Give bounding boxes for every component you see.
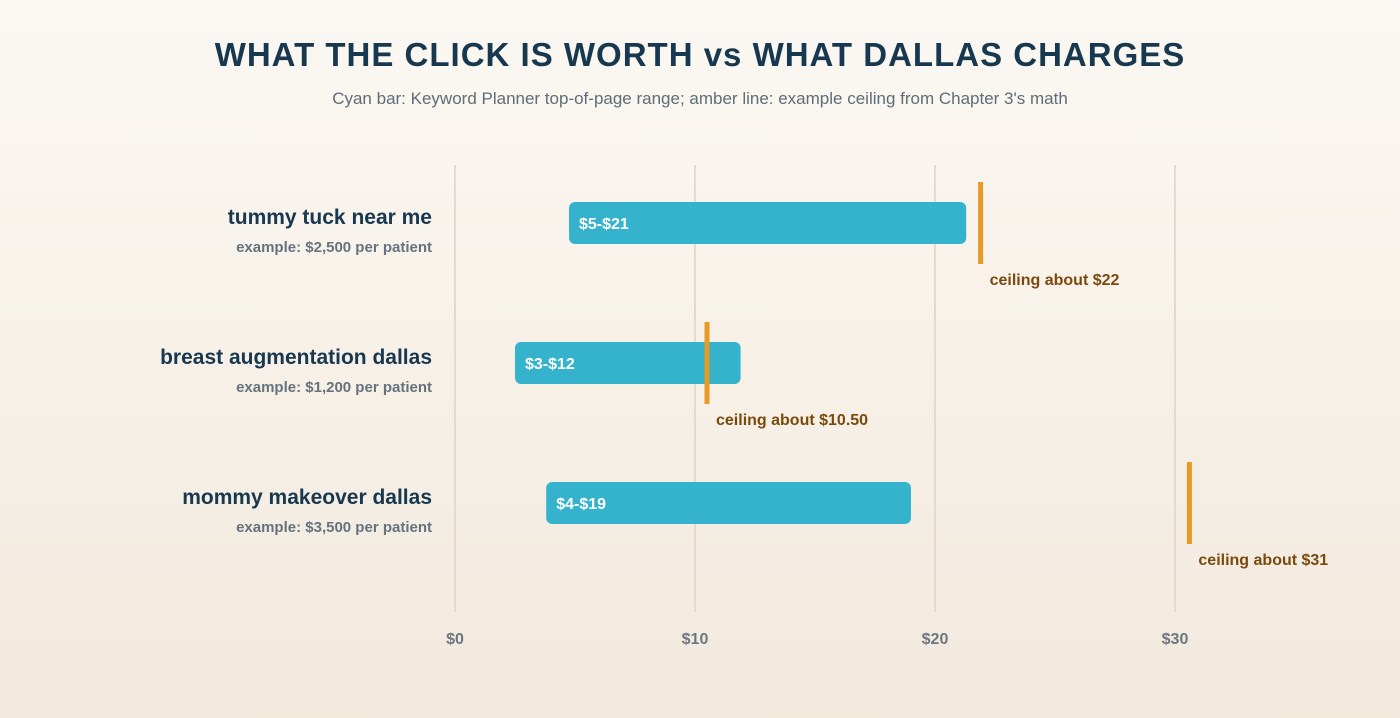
row-example-label: example: $2,500 per patient — [236, 239, 432, 256]
row-example-label: example: $3,500 per patient — [236, 519, 432, 536]
ceiling-label: ceiling about $31 — [1198, 552, 1328, 569]
ceiling-label: ceiling about $22 — [990, 272, 1120, 289]
range-bar-label: $4-$19 — [556, 496, 606, 513]
x-tick-label: $0 — [446, 631, 464, 648]
x-tick-label: $20 — [922, 631, 949, 648]
chart-subtitle: Cyan bar: Keyword Planner top-of-page ra… — [332, 89, 1068, 108]
chart-title: WHAT THE CLICK IS WORTH vs WHAT DALLAS C… — [214, 36, 1186, 73]
row-keyword-label: mommy makeover dallas — [182, 486, 432, 509]
x-tick-label: $30 — [1162, 631, 1189, 648]
range-bar — [569, 202, 967, 244]
row-keyword-label: tummy tuck near me — [228, 206, 432, 229]
row-example-label: example: $1,200 per patient — [236, 379, 432, 396]
x-tick-label: $10 — [682, 631, 709, 648]
ceiling-label: ceiling about $10.50 — [716, 412, 868, 429]
row-keyword-label: breast augmentation dallas — [160, 346, 432, 369]
range-bar — [515, 342, 741, 384]
range-bar-label: $3-$12 — [525, 356, 575, 373]
range-bar — [546, 482, 911, 524]
range-bar-label: $5-$21 — [579, 216, 629, 233]
